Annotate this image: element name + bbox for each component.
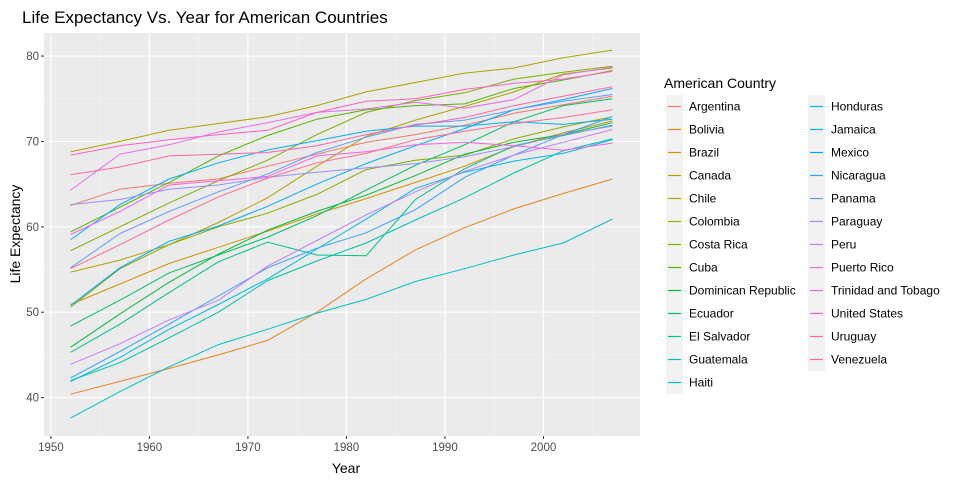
x-tick-label: 1980: [334, 442, 360, 454]
x-axis: 1950 1960 1970 1980 1990 2000: [38, 436, 556, 454]
y-tick-label: 60: [26, 222, 39, 234]
legend-label: United States: [831, 307, 903, 321]
series-line-panama: [70, 94, 613, 269]
series-line-honduras: [70, 139, 613, 382]
x-tick-label: 1970: [235, 442, 261, 454]
series-line-paraguay: [70, 125, 613, 206]
legend-item: Peru: [808, 233, 856, 256]
legend-item: Ecuador: [666, 302, 734, 325]
legend-label: Mexico: [831, 146, 869, 160]
series-line-trinidad-and-tobago: [70, 141, 613, 235]
legend-title: American Country: [664, 75, 776, 91]
legend-item: Colombia: [666, 210, 740, 233]
series-line-nicaragua: [70, 116, 613, 379]
legend-item: Canada: [666, 164, 731, 187]
legend-label: Jamaica: [831, 123, 876, 137]
legend-item: Bolivia: [666, 118, 725, 141]
series-line-chile: [70, 67, 613, 273]
series-line-canada: [70, 49, 613, 153]
legend-label: Cuba: [689, 261, 718, 275]
legend-label: Ecuador: [689, 307, 734, 321]
plot-panel: [44, 33, 640, 436]
x-tick-label: 1960: [137, 442, 163, 454]
legend-item: Nicaragua: [808, 164, 886, 187]
legend-item: Dominican Republic: [666, 279, 796, 302]
legend-item: Costa Rica: [666, 233, 748, 256]
y-axis: 40 50 60 70 80: [26, 51, 44, 405]
series-line-costa-rica: [70, 65, 613, 252]
legend-item: Uruguay: [808, 325, 876, 348]
legend-label: Venezuela: [831, 353, 887, 367]
legend-label: Panama: [831, 192, 876, 206]
x-axis-title: Year: [332, 460, 361, 476]
legend-item: Panama: [808, 187, 876, 210]
series-line-guatemala: [70, 138, 613, 381]
y-tick-label: 80: [26, 51, 39, 63]
legend-item: El Salvador: [666, 325, 750, 348]
x-tick-label: 1950: [38, 442, 64, 454]
legend-label: Nicaragua: [831, 169, 886, 183]
legend-label: Paraguay: [831, 215, 882, 229]
legend-label: Trinidad and Tobago: [831, 284, 940, 298]
legend-label: Canada: [689, 169, 731, 183]
legend-label: Peru: [831, 238, 856, 252]
y-tick-label: 50: [26, 307, 39, 319]
legend-label: El Salvador: [689, 330, 750, 344]
legend-label: Colombia: [689, 215, 740, 229]
legend-item: Guatemala: [666, 348, 748, 371]
series-line-colombia: [70, 116, 613, 308]
series-line-argentina: [70, 95, 613, 206]
y-tick-label: 40: [26, 393, 39, 405]
legend-item: Paraguay: [808, 210, 882, 233]
x-tick-label: 1990: [432, 442, 458, 454]
legend-label: Brazil: [689, 146, 719, 160]
series-line-peru: [70, 129, 613, 365]
legend-label: Haiti: [689, 376, 713, 390]
legend-item: Trinidad and Tobago: [808, 279, 940, 302]
legend-item: Chile: [666, 187, 717, 210]
legend-item: Mexico: [808, 141, 869, 164]
legend-item: Honduras: [808, 95, 883, 118]
legend-item: Brazil: [666, 141, 719, 164]
series-line-haiti: [70, 218, 613, 419]
legend-label: Dominican Republic: [689, 284, 796, 298]
legend-label: Puerto Rico: [831, 261, 894, 275]
legend-item: Jamaica: [808, 118, 876, 141]
y-axis-title: Life Expectancy: [7, 185, 23, 284]
panel-background: [44, 33, 640, 436]
legend-label: Costa Rica: [689, 238, 748, 252]
series-line-puerto-rico: [70, 66, 613, 191]
series-line-united-states: [70, 70, 613, 156]
series-line-cuba: [70, 70, 613, 233]
legend-label: Argentina: [689, 100, 741, 114]
legend-label: Chile: [689, 192, 717, 206]
legend-item: Venezuela: [808, 348, 887, 371]
series-line-venezuela: [70, 109, 613, 270]
legend-item: Cuba: [666, 256, 718, 279]
legend-item: Haiti: [666, 371, 713, 394]
series-line-ecuador: [70, 98, 613, 327]
legend-label: Uruguay: [831, 330, 876, 344]
legend-label: Honduras: [831, 100, 883, 114]
legend: Argentina Bolivia Brazil Canada Chile Colombi…: [666, 95, 940, 394]
series-line-uruguay: [70, 86, 613, 176]
series-line-el-salvador: [70, 124, 613, 353]
legend-item: Puerto Rico: [808, 256, 894, 279]
legend-label: Bolivia: [689, 123, 725, 137]
chart-title: Life Expectancy Vs. Year for American Co…: [22, 8, 388, 27]
legend-item: United States: [808, 302, 903, 325]
y-tick-label: 70: [26, 136, 39, 148]
x-tick-label: 2000: [531, 442, 557, 454]
legend-item: Argentina: [666, 95, 741, 118]
legend-label: Guatemala: [689, 353, 748, 367]
